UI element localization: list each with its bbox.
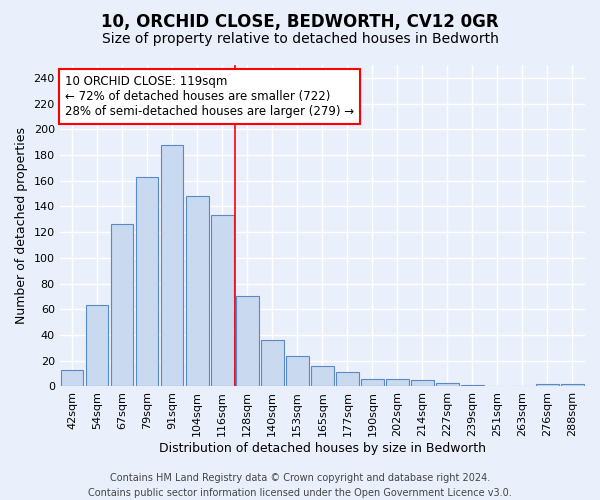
X-axis label: Distribution of detached houses by size in Bedworth: Distribution of detached houses by size … xyxy=(159,442,486,455)
Bar xyxy=(311,366,334,386)
Bar xyxy=(161,144,184,386)
Bar xyxy=(361,378,383,386)
Y-axis label: Number of detached properties: Number of detached properties xyxy=(15,127,28,324)
Text: Contains HM Land Registry data © Crown copyright and database right 2024.
Contai: Contains HM Land Registry data © Crown c… xyxy=(88,472,512,498)
Bar xyxy=(61,370,83,386)
Bar xyxy=(186,196,209,386)
Bar xyxy=(111,224,133,386)
Bar xyxy=(561,384,584,386)
Bar xyxy=(436,382,458,386)
Bar xyxy=(411,380,434,386)
Bar xyxy=(386,378,409,386)
Bar xyxy=(211,216,233,386)
Bar xyxy=(286,356,308,386)
Bar xyxy=(461,385,484,386)
Bar xyxy=(261,340,284,386)
Text: 10, ORCHID CLOSE, BEDWORTH, CV12 0GR: 10, ORCHID CLOSE, BEDWORTH, CV12 0GR xyxy=(101,12,499,30)
Text: 10 ORCHID CLOSE: 119sqm
← 72% of detached houses are smaller (722)
28% of semi-d: 10 ORCHID CLOSE: 119sqm ← 72% of detache… xyxy=(65,74,354,118)
Text: Size of property relative to detached houses in Bedworth: Size of property relative to detached ho… xyxy=(101,32,499,46)
Bar xyxy=(236,296,259,386)
Bar xyxy=(536,384,559,386)
Bar xyxy=(336,372,359,386)
Bar xyxy=(86,306,109,386)
Bar xyxy=(136,177,158,386)
